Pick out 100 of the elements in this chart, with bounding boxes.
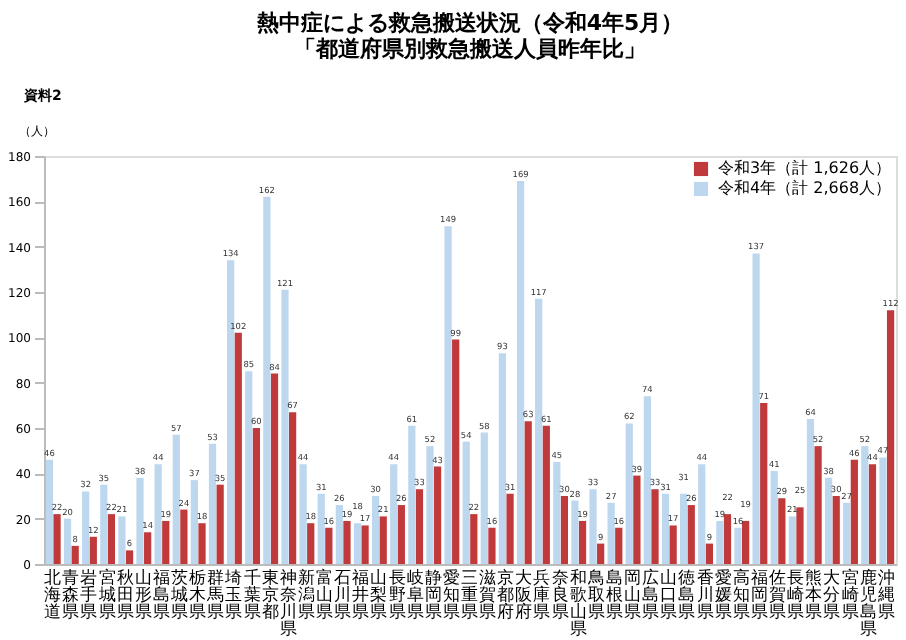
x-tick-label: 和歌山県	[569, 567, 588, 640]
x-tick-label: 埼玉県	[223, 567, 244, 623]
x-tick-label: 長野県	[388, 567, 407, 623]
x-tick-label: 熊本県	[805, 567, 824, 623]
bar	[850, 459, 858, 564]
x-tick-label: 宮崎県	[841, 567, 860, 623]
bar	[281, 289, 289, 564]
bar	[397, 505, 405, 564]
x-tick-label: 徳島県	[678, 567, 697, 623]
x-tick-label: 鳥取県	[585, 567, 606, 623]
x-tick-label: 滋賀県	[479, 567, 498, 623]
x-tick-label: 福岡県	[750, 567, 769, 623]
chart-title: 熱中症による救急搬送状況（令和4年5月）	[254, 10, 684, 36]
bar	[288, 412, 297, 564]
x-tick-label: 大分県	[823, 567, 842, 623]
bar	[89, 536, 97, 564]
bar	[633, 475, 641, 564]
x-tick-label: 北海道	[44, 567, 63, 623]
x-tick-label: 静岡県	[424, 567, 443, 623]
bar	[516, 180, 525, 564]
bar	[270, 373, 279, 564]
bar	[154, 464, 162, 564]
bar	[71, 545, 79, 564]
x-tick-label: 新潟県	[297, 567, 316, 623]
bar	[542, 425, 550, 564]
bar	[661, 493, 670, 564]
bar	[180, 509, 188, 564]
bar	[615, 527, 623, 564]
bar	[470, 514, 478, 564]
bar	[444, 226, 452, 564]
bar	[524, 421, 532, 564]
x-tick-label: 香川県	[696, 567, 715, 623]
x-tick-label: 神奈川県	[279, 567, 298, 640]
bar	[535, 298, 543, 564]
bar	[252, 428, 260, 564]
bar	[698, 464, 706, 564]
x-tick-label: 青森県	[62, 567, 81, 623]
x-tick-label: 石川県	[334, 569, 353, 623]
bar	[462, 441, 470, 564]
bar	[843, 502, 851, 564]
bar	[687, 505, 695, 564]
x-tick-label: 愛知県	[442, 567, 461, 623]
bar	[307, 523, 315, 564]
bar	[390, 464, 398, 564]
bar	[379, 516, 387, 564]
bar	[353, 523, 362, 564]
legend-label: 令和4年（計 2,668人）	[718, 179, 892, 197]
bar	[680, 493, 688, 564]
bar	[263, 196, 271, 564]
bar	[741, 520, 750, 564]
x-tick-label: 山梨県	[370, 567, 389, 623]
x-tick-label: 群馬県	[205, 567, 226, 623]
bar	[162, 520, 170, 564]
bar	[245, 371, 253, 564]
bar	[335, 505, 343, 564]
bar	[299, 464, 307, 564]
bar	[216, 484, 224, 564]
x-tick-label: 京都府	[497, 567, 516, 623]
x-tick-label: 兵庫県	[533, 567, 552, 623]
x-tick-label: 佐賀県	[769, 567, 788, 623]
bar	[118, 516, 126, 564]
bar	[208, 443, 217, 564]
bar	[560, 496, 569, 564]
x-tick-label: 鹿児島県	[859, 567, 878, 640]
bar	[788, 516, 796, 564]
bar	[480, 432, 488, 564]
bar	[498, 353, 507, 564]
bar	[488, 527, 496, 564]
bar	[125, 550, 134, 564]
bar	[879, 457, 887, 564]
x-tick-label: 三重県	[461, 569, 479, 623]
x-tick-label: 沖縄県	[875, 567, 896, 623]
x-tick-label: 秋田県	[116, 567, 135, 623]
bar	[571, 500, 579, 564]
bar	[82, 491, 90, 564]
bar	[136, 477, 144, 564]
bar	[198, 523, 206, 564]
x-tick-label: 島根県	[605, 567, 624, 623]
bar	[45, 459, 54, 564]
bar	[597, 543, 605, 564]
bar	[371, 496, 380, 564]
bar	[778, 498, 786, 564]
bar	[643, 396, 652, 564]
x-tick-label: 岐阜県	[406, 567, 425, 623]
x-tick-label: 福島県	[152, 567, 171, 623]
x-tick-label: 富山県	[316, 567, 335, 623]
bar	[796, 507, 804, 564]
bar	[814, 446, 822, 564]
x-tick-label: 栃木県	[189, 567, 208, 623]
bar	[100, 484, 108, 564]
x-tick-label: 岩手県	[80, 567, 99, 623]
bar	[325, 527, 333, 564]
bar	[452, 339, 460, 564]
bar	[506, 493, 514, 564]
x-tick-label: 奈良県	[551, 567, 570, 623]
x-tick-label: 茨城県	[169, 567, 190, 623]
x-tick-label: 長崎県	[787, 567, 806, 623]
bar	[433, 466, 442, 564]
x-tick-label: 千葉県	[243, 567, 262, 623]
bar	[107, 514, 116, 564]
